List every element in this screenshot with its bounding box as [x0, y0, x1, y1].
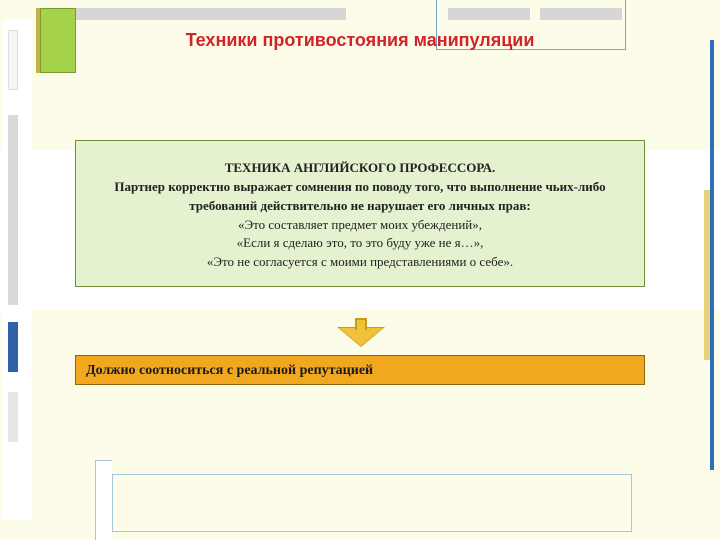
- top-grey-bar-1: [76, 8, 346, 20]
- bottom-left-notch: [95, 460, 112, 540]
- slide-title: Техники противостояния манипуляции: [0, 30, 720, 51]
- left-rail-light2: [8, 392, 18, 442]
- content-quote-2: «Если я сделаю это, то это буду уже не я…: [90, 234, 630, 253]
- right-blue-line: [710, 40, 714, 470]
- down-arrow-icon: [335, 318, 385, 350]
- content-heading: ТЕХНИКА АНГЛИЙСКОГО ПРОФЕССОРА.: [90, 159, 630, 178]
- left-rail-grey: [8, 115, 18, 305]
- slide-canvas: Техники противостояния манипуляции ТЕХНИ…: [0, 0, 720, 540]
- left-rail-blue: [8, 322, 18, 372]
- content-quote-1: «Это составляет предмет моих убеждений»,: [90, 216, 630, 235]
- content-quote-3: «Это не согласуется с моими представлени…: [90, 253, 630, 272]
- bottom-outline-box: [112, 474, 632, 532]
- content-bold-line: Партнер корректно выражает сомнения по п…: [90, 178, 630, 216]
- footer-bar: Должно соотноситься с реальной репутацие…: [75, 355, 645, 385]
- content-box: ТЕХНИКА АНГЛИЙСКОГО ПРОФЕССОРА. Партнер …: [75, 140, 645, 287]
